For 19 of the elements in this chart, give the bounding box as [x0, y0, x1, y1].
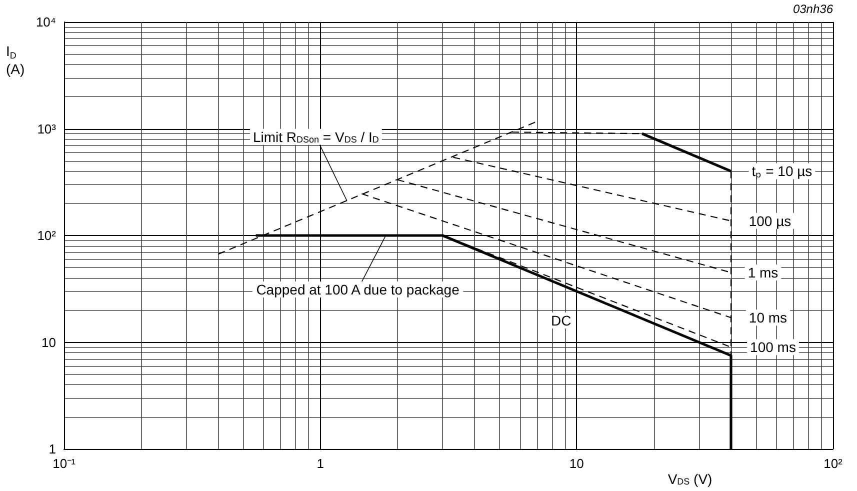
annotation: 1 ms: [748, 264, 778, 281]
x-axis-title: VDS (V): [668, 471, 712, 487]
y-tick-label: 1: [48, 442, 56, 456]
annotation: Capped at 100 A due to package: [256, 282, 460, 298]
y-tick-label: 10³: [37, 121, 57, 136]
annotation: 10 ms: [748, 310, 788, 326]
x-tick-label: 10²: [824, 456, 844, 471]
text: 03nh36: [792, 2, 834, 16]
annotation: tₚ = 10 µs: [752, 163, 812, 180]
y-tick-label: 10⁴: [36, 14, 56, 30]
y-tick-label: 10: [42, 334, 56, 350]
x-tick-label: 1: [316, 456, 324, 471]
annotation: 100 µs: [748, 212, 792, 229]
y-tick-label: 10²: [37, 228, 57, 243]
annotation: Limit RDSon = VDS / ID: [252, 128, 380, 145]
x-tick-label: 10: [569, 456, 584, 471]
annotation: 100 ms: [750, 339, 796, 356]
x-tick-label: 10⁻¹: [52, 456, 76, 471]
annotation: DC: [551, 312, 572, 329]
